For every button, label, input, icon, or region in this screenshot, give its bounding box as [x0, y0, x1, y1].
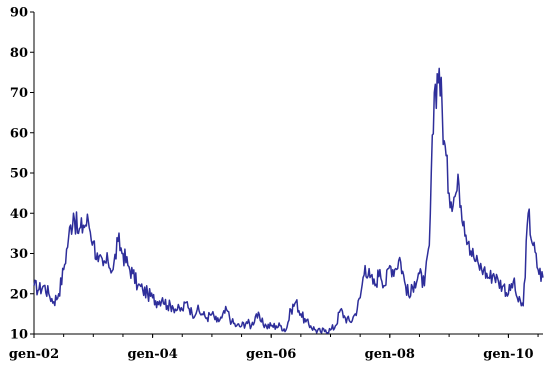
- series-layer: [33, 67, 544, 334]
- x-tick-label: gen-08: [365, 347, 415, 362]
- x-tick-label: gen-02: [9, 347, 59, 362]
- x-tick-label: gen-06: [246, 347, 296, 362]
- y-tick-label: 50: [10, 167, 28, 182]
- y-tick-label: 70: [10, 86, 28, 101]
- y-axis: 10 20 30 40 50 60 70 80 90: [10, 6, 35, 343]
- y-tick-label: 20: [10, 287, 28, 302]
- x-axis: gen-02 gen-04 gen-06 gen-08 gen-10: [9, 333, 543, 362]
- y-tick-label: 30: [10, 247, 28, 262]
- y-tick-label: 10: [10, 328, 28, 343]
- y-tick-label: 90: [10, 6, 28, 21]
- y-tick-label: 40: [10, 207, 28, 222]
- x-tick-label: gen-04: [127, 347, 177, 362]
- y-tick-label: 80: [10, 46, 28, 61]
- series-line: [33, 67, 544, 334]
- x-tick-label: gen-10: [483, 347, 533, 362]
- y-tick-label: 60: [10, 126, 28, 141]
